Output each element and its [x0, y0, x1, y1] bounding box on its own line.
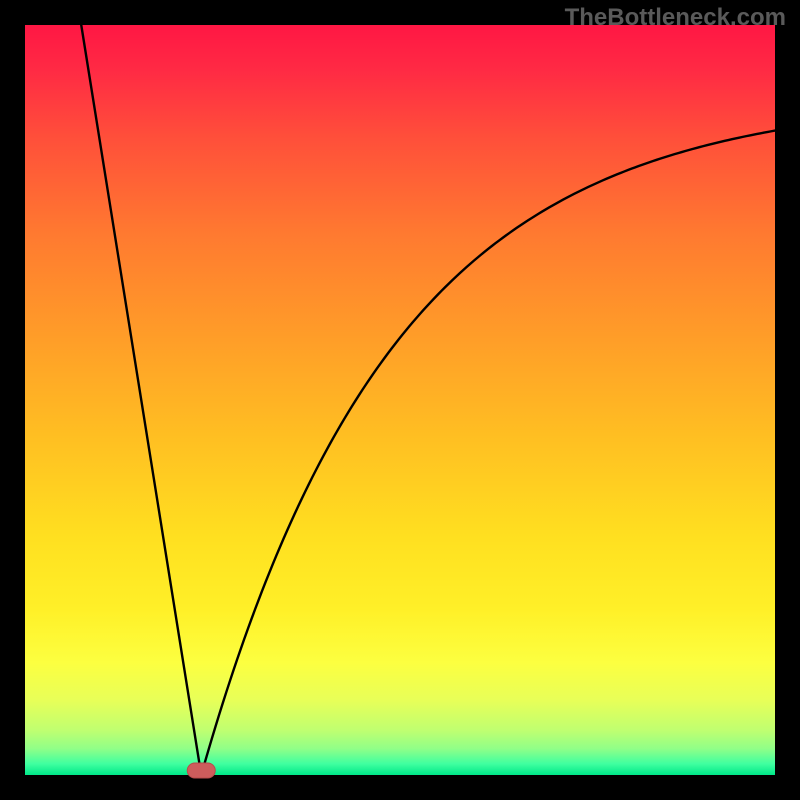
chart-svg [0, 0, 800, 800]
watermark-text: TheBottleneck.com [565, 4, 786, 32]
minimum-marker [187, 763, 215, 778]
figure-root: TheBottleneck.com [0, 0, 800, 800]
plot-background [25, 25, 775, 775]
